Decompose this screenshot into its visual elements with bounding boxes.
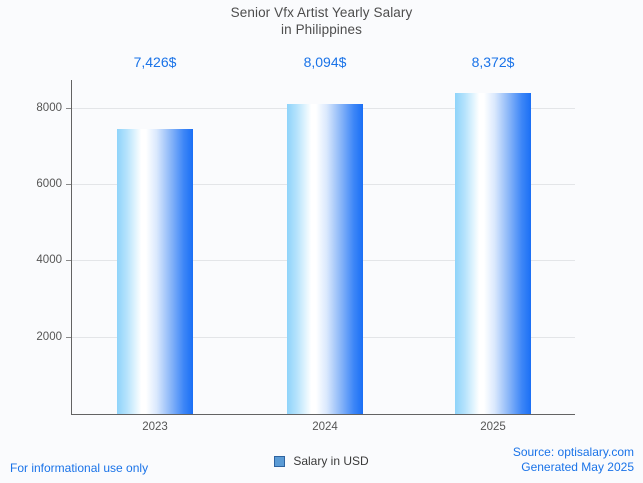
- bar-value-label-2025: 8,372$: [471, 54, 515, 70]
- generated-date-text: Generated May 2025: [521, 460, 634, 474]
- bar-value-label-2024: 8,094$: [303, 54, 347, 70]
- bar-2023[interactable]: [117, 129, 193, 414]
- x-tick-label-2024: 2024: [312, 421, 338, 433]
- y-tick-label-2000-wrap: 2000: [0, 331, 62, 343]
- y-tick-mark-4000: [66, 260, 71, 261]
- y-tick-label-4000-wrap: 4000: [0, 254, 62, 266]
- legend-item-salary-in-usd[interactable]: Salary in USD: [274, 454, 369, 468]
- bar-2025[interactable]: [455, 93, 531, 414]
- chart-legend: Salary in USD: [0, 454, 643, 468]
- x-axis-line: [71, 414, 575, 415]
- legend-item-label: Salary in USD: [293, 454, 369, 468]
- chart-title: Senior Vfx Artist Yearly Salary in Phili…: [0, 4, 643, 38]
- bar-value-label-2023: 7,426$: [133, 54, 177, 70]
- y-tick-label-2000: 2000: [36, 331, 62, 343]
- y-tick-label-8000-wrap: 8000: [0, 102, 62, 114]
- y-tick-mark-2000: [66, 337, 71, 338]
- chart-title-line-1: Senior Vfx Artist Yearly Salary: [230, 5, 413, 20]
- bar-2024[interactable]: [287, 104, 363, 414]
- y-tick-label-6000-wrap: 6000: [0, 178, 62, 190]
- y-tick-mark-6000: [66, 184, 71, 185]
- y-tick-label-6000: 6000: [36, 178, 62, 190]
- source-text: Source: optisalary.com: [512, 445, 634, 459]
- source-block: Source: optisalary.com Generated May 202…: [513, 445, 634, 475]
- chart-title-line-2: in Philippines: [281, 22, 362, 37]
- y-axis-line: [71, 80, 72, 415]
- x-tick-label-2023: 2023: [142, 421, 168, 433]
- y-tick-label-8000: 8000: [36, 102, 62, 114]
- legend-swatch-icon: [274, 455, 286, 467]
- x-tick-label-2025: 2025: [480, 421, 506, 433]
- y-tick-label-4000: 4000: [36, 254, 62, 266]
- disclaimer-text: For informational use only: [10, 461, 149, 475]
- y-tick-mark-8000: [66, 108, 71, 109]
